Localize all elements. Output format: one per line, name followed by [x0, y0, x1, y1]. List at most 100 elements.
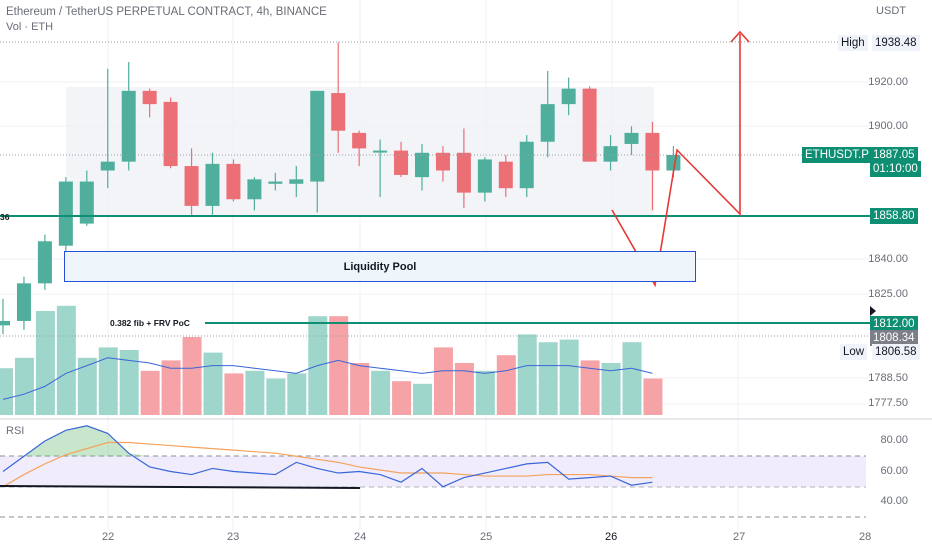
candle-down [498, 161, 513, 189]
volume-bar [140, 370, 160, 415]
price-tick-1900: 1900.00 [868, 120, 908, 132]
volume-bar [580, 360, 600, 415]
rsi-band [0, 456, 866, 487]
x-tick-24: 24 [354, 531, 367, 543]
volume-bar [203, 352, 223, 415]
volume-bar [77, 357, 97, 415]
liquidity-pool-box: Liquidity Pool [64, 251, 696, 282]
low-label: Low [840, 344, 868, 360]
volume-bar [413, 383, 432, 415]
candle-up [289, 179, 304, 184]
left-cut-label: 36 [0, 212, 10, 222]
candles [0, 42, 681, 335]
volume-tick-1: 1788.50 [868, 372, 908, 384]
candle-down [184, 166, 199, 206]
volume-bar [14, 357, 34, 415]
candle-down [331, 93, 346, 131]
volume-bar [392, 381, 412, 415]
candle-down [163, 101, 178, 167]
rsi-tick-80: 80.00 [880, 434, 908, 446]
price-tick-1920: 1920.00 [868, 76, 908, 88]
candle-down [582, 88, 597, 162]
x-tick-27: 27 [733, 531, 746, 543]
price-tick-1840: 1840.00 [868, 253, 908, 265]
candle-up [477, 159, 492, 193]
volume-bar [454, 363, 474, 415]
volume-bar [224, 373, 244, 415]
volume-ma-line [2, 357, 653, 400]
price-tick-1825: 1825.00 [868, 288, 908, 300]
candle-up [205, 163, 220, 206]
rsi-ma-line [2, 441, 653, 488]
volume-bar [496, 355, 516, 415]
high-label: High [838, 35, 868, 51]
level-1858-tag: 1858.80 [870, 208, 918, 224]
volume-bar [475, 370, 495, 415]
countdown-tag: 01:10:00 [870, 161, 921, 177]
rsi-label: RSI [6, 425, 25, 437]
volume-bar [433, 347, 453, 415]
level-1808-tag: 1808.34 [870, 330, 918, 346]
candle-down [456, 152, 471, 193]
chart-title: Ethereum / TetherUS PERPETUAL CONTRACT, … [6, 6, 327, 18]
volume-bar [35, 311, 55, 415]
volume-bar [643, 378, 663, 415]
candle-up [58, 181, 73, 246]
candle-up [519, 141, 534, 189]
candle-up [666, 155, 681, 171]
volume-bar [517, 334, 537, 415]
candle-up [100, 161, 115, 171]
candle-up [310, 90, 325, 182]
candle-up [268, 181, 283, 184]
volume-bar [98, 347, 118, 415]
x-tick-23: 23 [227, 531, 240, 543]
volume-bar [0, 368, 13, 415]
rsi-tick-40: 40.00 [880, 495, 908, 507]
volume-bar [182, 337, 202, 415]
projection-arrowhead [730, 30, 750, 43]
x-tick-22: 22 [102, 531, 115, 543]
level-1812-tag: 1812.00 [870, 316, 918, 332]
x-tick-25: 25 [480, 531, 493, 543]
candle-up [79, 181, 94, 224]
volume-bars [0, 305, 663, 415]
price-unit: USDT [876, 5, 906, 17]
x-tick-26: 26 [605, 531, 618, 543]
volume-bar [161, 360, 181, 415]
rsi-line [2, 425, 653, 488]
candle-down [352, 132, 367, 149]
volume-bar [56, 305, 76, 415]
candle-down [645, 132, 660, 171]
candle-up [624, 132, 639, 144]
candle-down [435, 152, 450, 171]
rsi-black-line [0, 485, 361, 489]
volume-bar [329, 316, 349, 415]
candle-up [603, 146, 618, 162]
candle-down [226, 163, 241, 200]
symbol-tag: ETHUSDT.P [802, 147, 872, 163]
volume-bar [559, 339, 579, 415]
volume-bar [538, 342, 558, 415]
volume-tick-2: 1777.50 [868, 397, 908, 409]
low-value: 1806.58 [872, 344, 920, 360]
rsi-tick-60: 60.00 [880, 465, 908, 477]
range-box [66, 87, 654, 216]
volume-bar [119, 350, 139, 415]
volume-bar [287, 373, 307, 415]
candle-up [247, 179, 262, 200]
last-price-tag: 1887.05 [870, 147, 918, 163]
candle-up [373, 150, 388, 153]
volume-bar [622, 342, 642, 415]
high-value: 1938.48 [872, 35, 920, 51]
candle-down [394, 150, 409, 175]
candle-up [16, 283, 31, 321]
volume-indicator-label: Vol · ETH [6, 21, 54, 33]
candle-up [121, 90, 136, 162]
right-arrow-marker-1 [870, 306, 876, 316]
volume-bar [371, 370, 391, 415]
liquidity-pool-label: Liquidity Pool [343, 260, 417, 273]
candle-down [142, 90, 157, 105]
volume-bar [266, 378, 286, 415]
volume-bar [350, 363, 370, 415]
